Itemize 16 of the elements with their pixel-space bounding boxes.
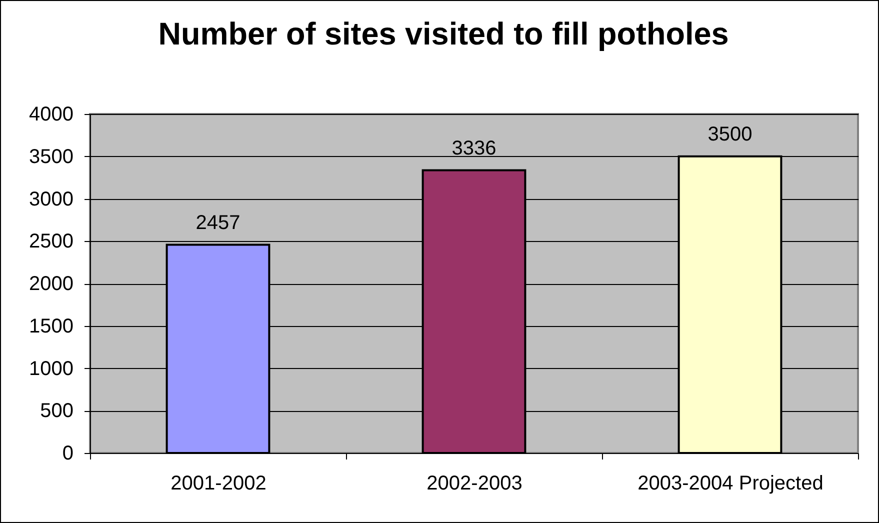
x-tick-label: 2002-2003	[426, 472, 522, 494]
chart-title: Number of sites visited to fill potholes	[158, 16, 729, 52]
y-tick-label: 3000	[29, 188, 74, 210]
y-tick-label: 1000	[29, 358, 74, 380]
y-tick-label: 1500	[29, 315, 74, 338]
x-tick-label: 2001-2002	[170, 472, 266, 494]
data-label: 2457	[196, 212, 240, 234]
y-tick-label: 4000	[29, 104, 74, 126]
y-tick-label: 2500	[29, 230, 74, 253]
data-label: 3336	[452, 137, 496, 160]
x-tick-label: 2003-2004 Projected	[638, 472, 824, 494]
y-tick-label: 2000	[29, 273, 74, 295]
y-tick-label: 0	[62, 442, 74, 464]
data-label: 3500	[708, 123, 752, 146]
y-tick-label: 3500	[29, 146, 74, 168]
y-tick-label: 500	[40, 400, 74, 422]
